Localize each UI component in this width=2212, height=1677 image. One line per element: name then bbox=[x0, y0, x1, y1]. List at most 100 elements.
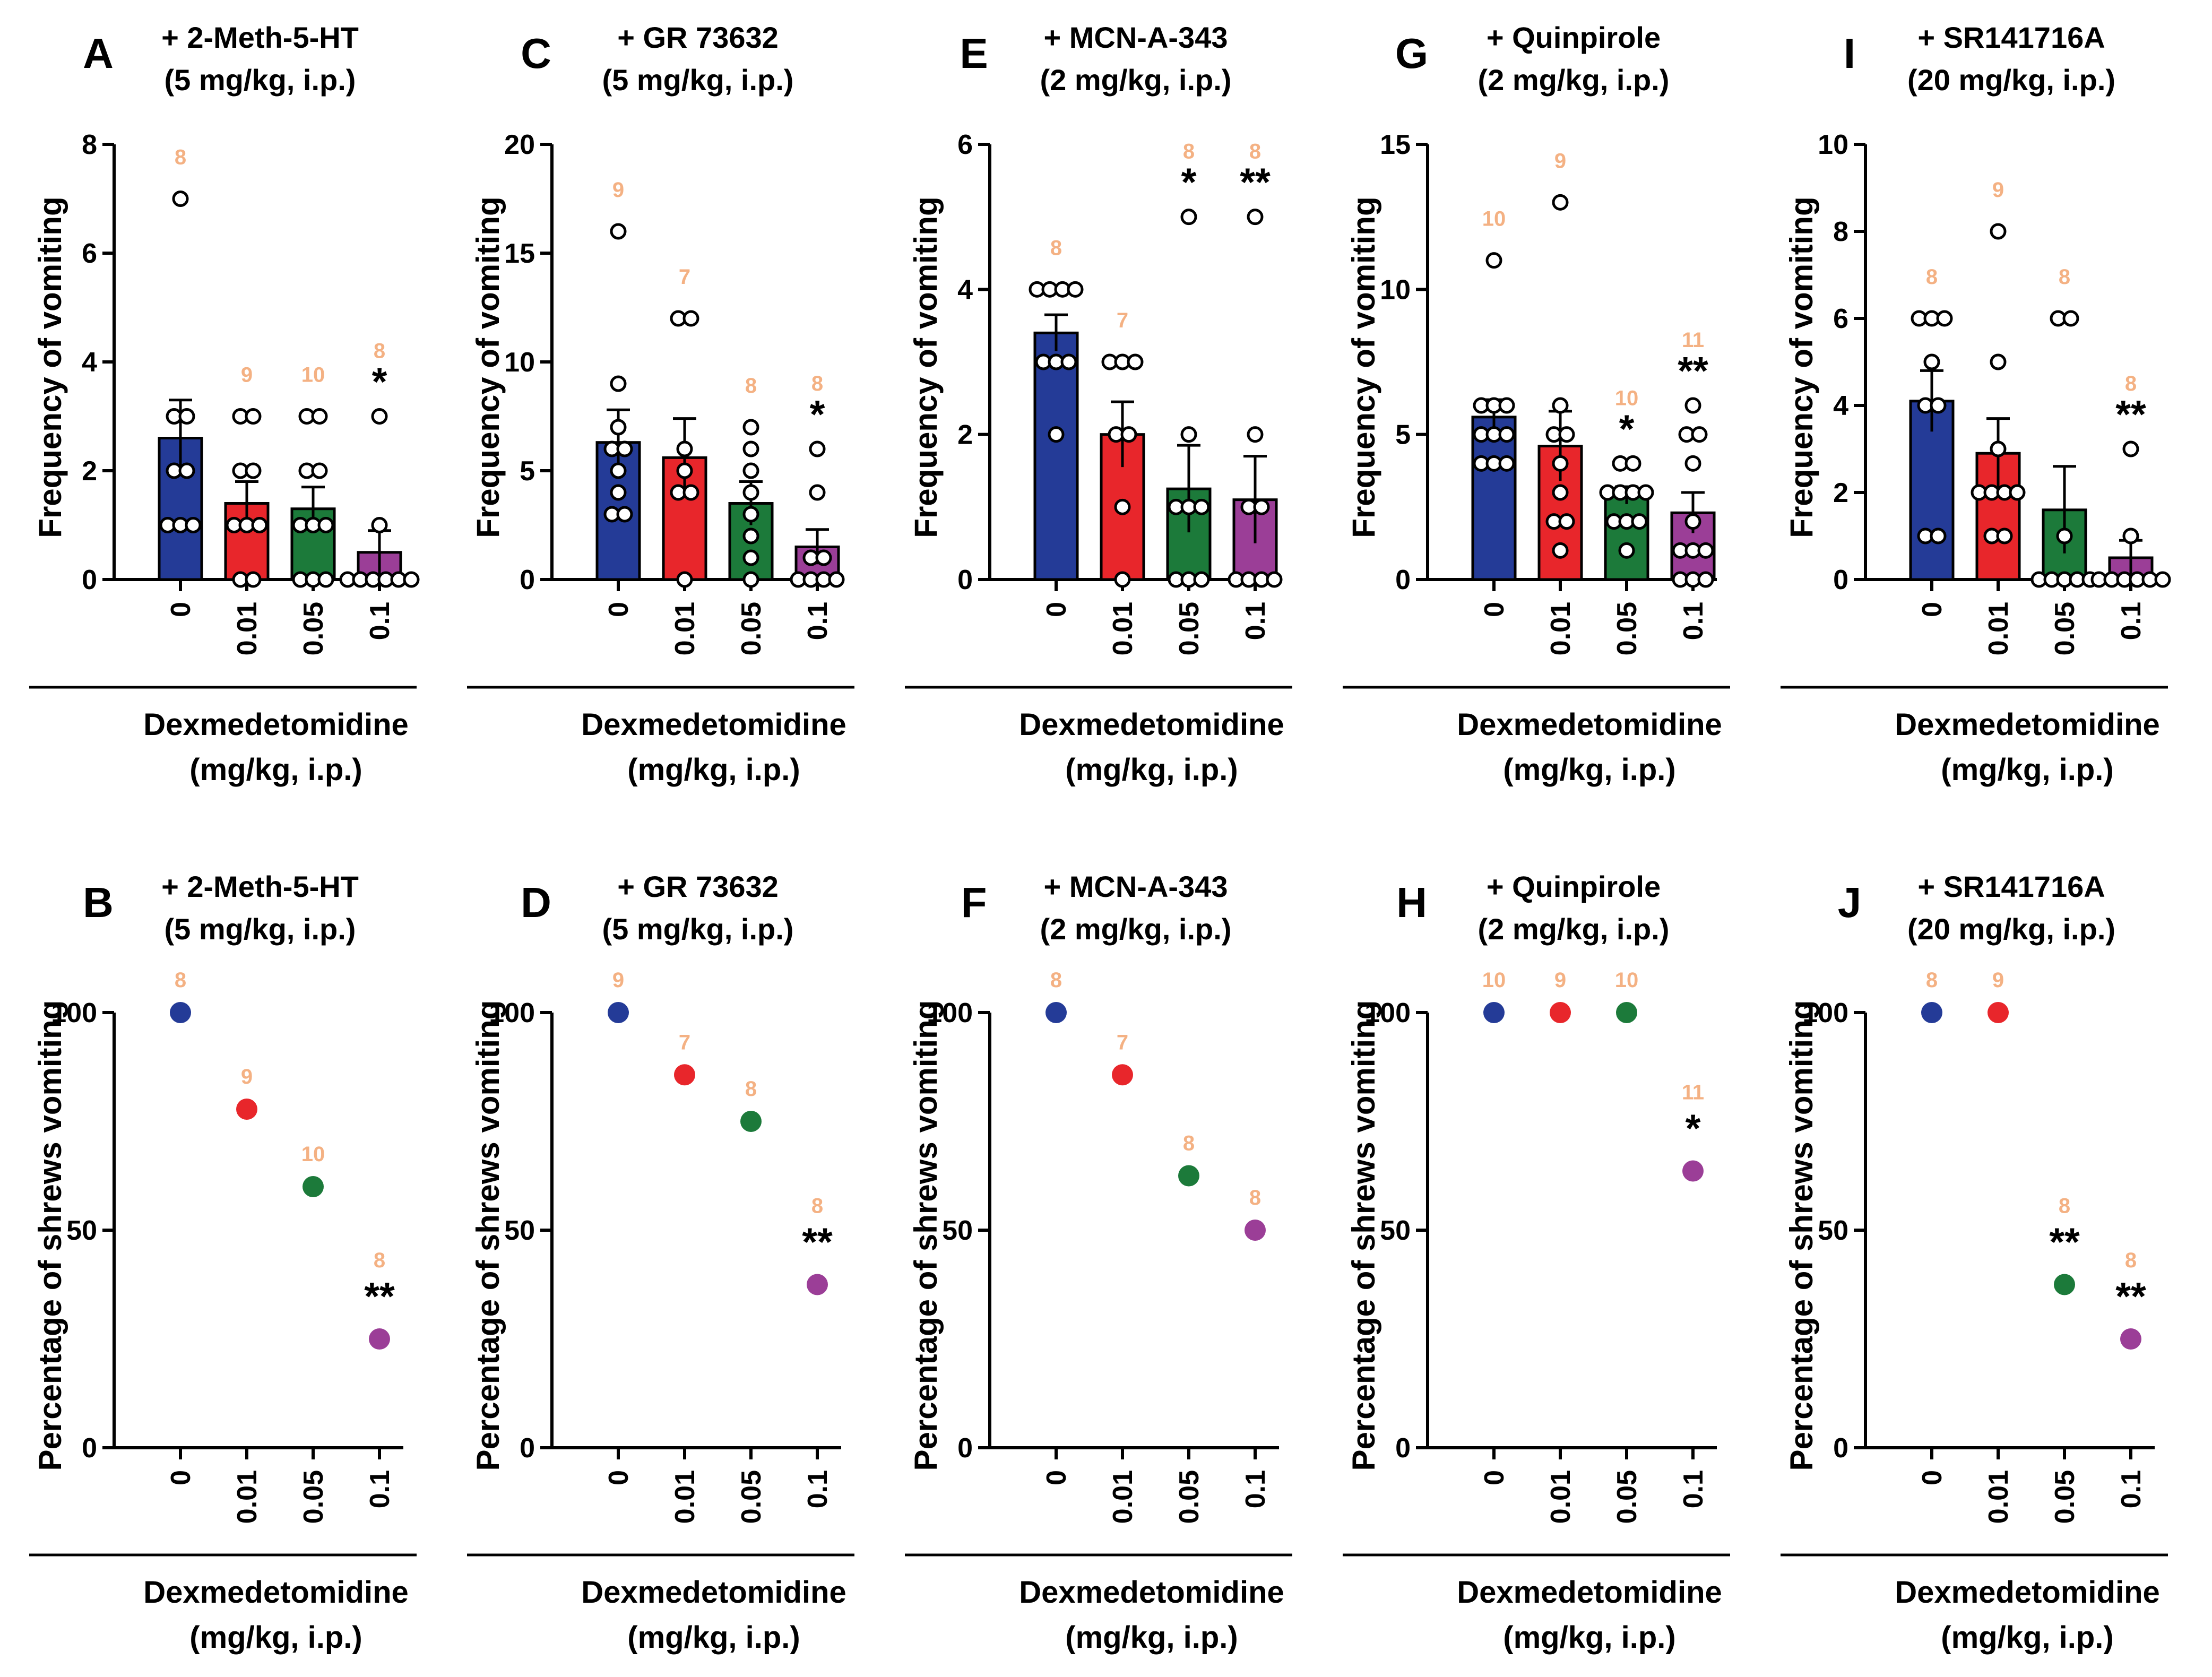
y-tick-label: 0 bbox=[1833, 565, 1848, 595]
significance-marker: ** bbox=[1678, 349, 1708, 393]
data-point bbox=[1684, 513, 1701, 530]
x-axis-label-units: (mg/kg, i.p.) bbox=[627, 1620, 800, 1655]
data-point bbox=[1684, 397, 1701, 414]
n-label: 10 bbox=[301, 1143, 325, 1166]
y-tick-label: 100 bbox=[1802, 998, 1848, 1028]
panel-subtitle: (2 mg/kg, i.p.) bbox=[1478, 912, 1670, 946]
x-tick-label: 0 bbox=[1479, 602, 1510, 617]
x-tick-label: 0.05 bbox=[298, 602, 329, 655]
data-point bbox=[807, 1274, 828, 1295]
y-tick-label: 6 bbox=[1833, 304, 1848, 334]
data-point bbox=[317, 571, 334, 588]
n-label: 9 bbox=[1992, 969, 2004, 992]
y-axis-label: Percentage of shrews vomiting bbox=[1784, 1000, 1819, 1471]
panel-letter: F bbox=[961, 879, 987, 926]
x-tick-label: 0.1 bbox=[1678, 1470, 1709, 1508]
data-point bbox=[1618, 542, 1635, 559]
data-point bbox=[1114, 498, 1131, 515]
n-label: 8 bbox=[1183, 1132, 1195, 1155]
n-label: 8 bbox=[175, 146, 186, 169]
panel-letter: G bbox=[1395, 30, 1428, 77]
panel-subtitle: (20 mg/kg, i.p.) bbox=[1907, 63, 2115, 97]
data-point bbox=[1637, 484, 1654, 501]
data-point bbox=[1936, 310, 1953, 327]
n-label: 8 bbox=[811, 1195, 823, 1218]
x-axis-label-units: (mg/kg, i.p.) bbox=[627, 753, 800, 787]
x-tick-label: 0.01 bbox=[1983, 602, 2014, 655]
panel-letter: E bbox=[960, 30, 988, 77]
y-tick-label: 4 bbox=[82, 347, 97, 378]
y-tick-label: 100 bbox=[51, 998, 97, 1028]
panel-subtitle: (5 mg/kg, i.p.) bbox=[165, 63, 356, 97]
y-axis-label: Percentage of shrews vomiting bbox=[470, 1000, 506, 1471]
data-point bbox=[1990, 223, 2007, 240]
x-tick-label: 0.01 bbox=[1108, 602, 1138, 655]
data-point bbox=[616, 506, 633, 523]
y-tick-label: 4 bbox=[957, 274, 973, 305]
n-label: 8 bbox=[2059, 1195, 2070, 1218]
n-label: 10 bbox=[1615, 386, 1639, 410]
data-point bbox=[742, 440, 759, 457]
n-label: 8 bbox=[1249, 140, 1261, 163]
x-axis-label-units: (mg/kg, i.p.) bbox=[1065, 753, 1238, 787]
x-axis-label-units: (mg/kg, i.p.) bbox=[1941, 753, 2113, 787]
data-point bbox=[178, 408, 195, 425]
y-tick-label: 0 bbox=[1833, 1433, 1848, 1464]
panel-D: D + GR 73632 (5 mg/kg, i.p.) 0 50 100Percenta… bbox=[467, 870, 854, 1655]
y-tick-label: 100 bbox=[927, 998, 973, 1028]
x-tick-label: 0.1 bbox=[1240, 1470, 1271, 1508]
y-tick-label: 100 bbox=[489, 998, 535, 1028]
data-point bbox=[676, 462, 693, 479]
data-point bbox=[1060, 353, 1077, 370]
y-tick-label: 0 bbox=[1395, 565, 1411, 595]
data-point bbox=[1247, 426, 1264, 443]
data-point bbox=[809, 484, 826, 501]
data-point bbox=[742, 571, 759, 588]
data-point bbox=[742, 484, 759, 501]
bar bbox=[1033, 331, 1079, 581]
data-point bbox=[371, 408, 388, 425]
x-tick-label: 0.1 bbox=[802, 602, 833, 640]
data-point bbox=[676, 440, 693, 457]
panel-title: + Quinpirole bbox=[1487, 21, 1661, 54]
data-point bbox=[1552, 455, 1569, 472]
y-tick-label: 50 bbox=[1380, 1215, 1411, 1246]
panel-F: F + MCN-A-343 (2 mg/kg, i.p.) 0 50 100Percent… bbox=[905, 870, 1292, 1655]
data-point bbox=[1114, 571, 1131, 588]
x-tick-label: 0 bbox=[603, 1470, 634, 1485]
data-point bbox=[1127, 353, 1144, 370]
n-label: 8 bbox=[2125, 372, 2137, 395]
y-tick-label: 8 bbox=[82, 129, 97, 160]
x-tick-label: 0.1 bbox=[2116, 602, 2147, 640]
x-tick-label: 0.05 bbox=[2050, 1470, 2080, 1524]
data-point bbox=[1616, 1002, 1637, 1023]
x-axis-label-units: (mg/kg, i.p.) bbox=[189, 753, 362, 787]
data-point bbox=[236, 1099, 257, 1120]
n-label: 9 bbox=[241, 1065, 253, 1088]
x-tick-label: 0.05 bbox=[298, 1470, 329, 1524]
data-point bbox=[742, 549, 759, 566]
data-point bbox=[1247, 209, 1264, 226]
x-tick-label: 0.1 bbox=[365, 1470, 395, 1508]
y-tick-label: 6 bbox=[82, 238, 97, 269]
data-point bbox=[1558, 513, 1575, 530]
n-label: 8 bbox=[811, 372, 823, 395]
data-point bbox=[1921, 1002, 1942, 1023]
data-point bbox=[1253, 498, 1270, 515]
data-point bbox=[245, 462, 262, 479]
y-axis-label: Percentage of shrews vomiting bbox=[908, 1000, 944, 1471]
n-label: 7 bbox=[1117, 309, 1128, 332]
data-point bbox=[2056, 528, 2073, 544]
data-point bbox=[1552, 484, 1569, 501]
panel-title: + 2-Meth-5-HT bbox=[161, 21, 359, 54]
y-tick-label: 2 bbox=[82, 456, 97, 487]
data-point bbox=[2122, 528, 2139, 544]
panel-letter: D bbox=[521, 879, 551, 926]
n-label: 9 bbox=[612, 178, 624, 202]
data-point bbox=[740, 1111, 762, 1132]
data-point bbox=[1552, 397, 1569, 414]
n-label: 8 bbox=[2059, 265, 2070, 289]
data-point bbox=[317, 517, 334, 533]
panel-subtitle: (5 mg/kg, i.p.) bbox=[602, 912, 794, 946]
